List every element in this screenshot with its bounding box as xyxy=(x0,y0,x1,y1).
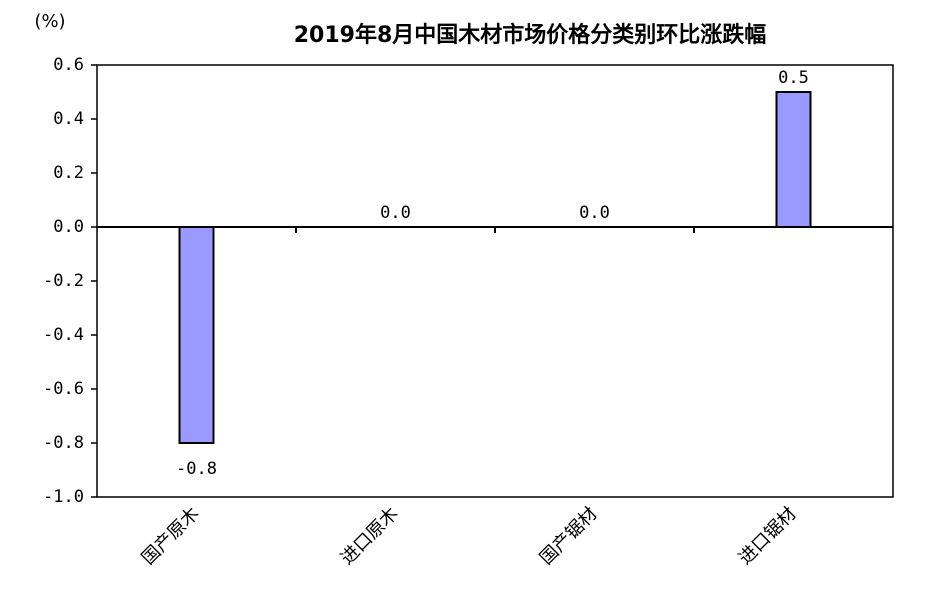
y-tick-label: -0.6 xyxy=(43,379,84,399)
x-tick-label: 国产原木 xyxy=(138,503,204,569)
value-label: 0.0 xyxy=(380,203,411,223)
chart-title: 2019年8月中国木材市场价格分类别环比涨跌幅 xyxy=(294,22,767,48)
y-tick-label: -0.2 xyxy=(43,271,84,291)
value-label: 0.0 xyxy=(579,203,610,223)
x-tick-label: 进口原木 xyxy=(337,503,403,569)
plot-border xyxy=(96,64,894,498)
x-tick-label: 进口锯材 xyxy=(735,503,801,569)
y-tick-label: -0.4 xyxy=(43,325,84,345)
y-tick-label: 0.4 xyxy=(53,109,84,129)
x-tick-label: 国产锯材 xyxy=(536,503,602,569)
value-label: -0.8 xyxy=(176,459,217,479)
value-label: 0.5 xyxy=(778,68,809,88)
bar xyxy=(178,226,215,444)
y-tick-label: 0.0 xyxy=(53,217,84,237)
bar xyxy=(775,91,812,228)
y-tick-label: -1.0 xyxy=(43,487,84,507)
y-tick-label: -0.8 xyxy=(43,433,84,453)
y-tick-label: 0.2 xyxy=(53,163,84,183)
y-axis-label: (%) xyxy=(34,11,65,32)
y-tick-label: 0.6 xyxy=(53,55,84,75)
